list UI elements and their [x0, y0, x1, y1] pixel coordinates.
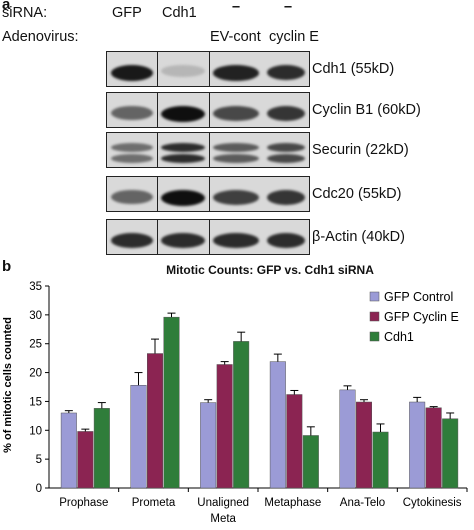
sirna-lane-4: – [284, 0, 293, 15]
bar-gfp-control [339, 389, 356, 489]
sirna-lane-3: – [232, 0, 241, 15]
x-tick-label: Unaligned Meta [197, 497, 249, 525]
y-tick-label: 35 [29, 281, 42, 293]
bar-cdh1 [163, 316, 180, 489]
protein-band [213, 105, 259, 121]
adenovirus-row-label: Adenovirus: [2, 29, 79, 45]
bar-gfp-control [60, 412, 77, 489]
legend-swatch [369, 331, 380, 342]
lane-divider [157, 220, 159, 254]
x-tick-label: Prophase [59, 497, 108, 509]
protein-band [111, 105, 153, 121]
panel-b-label: b [2, 258, 12, 275]
protein-band [267, 105, 305, 122]
lane-divider [209, 52, 211, 86]
bar-cdh1 [302, 435, 319, 489]
legend-swatch [369, 311, 380, 322]
sirna-lane-1: GFP [112, 5, 142, 21]
adenovirus-lane-3: EV-cont [210, 29, 261, 45]
y-tick-label: 15 [29, 396, 42, 408]
bar-gfp-cyclin-e [77, 431, 94, 489]
x-tick-label: Ana-Telo [340, 497, 385, 509]
legend-swatch [369, 291, 380, 302]
sirna-lane-2: Cdh1 [162, 5, 197, 21]
blot-strip [106, 51, 310, 87]
adenovirus-lane-4: cyclin E [269, 29, 319, 45]
bar-cdh1 [442, 418, 459, 489]
protein-band [161, 154, 205, 164]
legend-label: GFP Control [384, 290, 453, 304]
protein-band [161, 232, 205, 249]
y-tick-label: 20 [29, 368, 42, 380]
bar-gfp-cyclin-e [425, 407, 442, 489]
bar-gfp-control [269, 361, 286, 489]
lane-divider [157, 93, 159, 127]
bar-gfp-cyclin-e [147, 353, 163, 489]
y-axis-label: % of mitotic cells counted [2, 317, 14, 453]
bar-gfp-cyclin-e [286, 394, 303, 489]
lane-divider [209, 133, 211, 167]
y-tick-label: 0 [36, 483, 42, 495]
bar-gfp-cyclin-e [216, 364, 233, 489]
bar-gfp-control [409, 401, 426, 489]
protein-band [267, 189, 305, 206]
lane-divider [157, 133, 159, 167]
bar-cdh1 [372, 431, 389, 489]
blot-label: Securin (22kD) [312, 142, 409, 158]
protein-band [111, 142, 153, 152]
protein-band [213, 232, 259, 249]
protein-band [111, 189, 153, 205]
blot-strip [106, 132, 310, 168]
legend-label: Cdh1 [384, 330, 414, 344]
protein-band [161, 105, 205, 122]
lane-divider [157, 52, 159, 86]
protein-band [213, 154, 259, 164]
protein-band [267, 142, 305, 152]
bar-gfp-cyclin-e [356, 401, 372, 489]
blot-label: Cdh1 (55kD) [312, 61, 395, 77]
bar-cdh1 [93, 408, 110, 489]
blot-label: β-Actin (40kD) [312, 229, 405, 245]
x-tick-label: Cytokinesis [403, 497, 462, 509]
lane-divider [209, 177, 211, 211]
protein-band [161, 189, 205, 206]
x-tick-label: Metaphase [264, 497, 321, 509]
protein-band [111, 232, 153, 249]
protein-band [213, 189, 259, 205]
protein-band [213, 64, 259, 81]
chart-title: Mitotic Counts: GFP vs. Cdh1 siRNA [166, 263, 374, 277]
protein-band [267, 64, 305, 81]
bar-cdh1 [233, 341, 250, 489]
blot-strip [106, 176, 310, 212]
blot-strip [106, 92, 310, 128]
bar-gfp-control [130, 385, 147, 489]
blot-label: Cyclin B1 (60kD) [312, 102, 421, 118]
blot-label: Cdc20 (55kD) [312, 186, 402, 202]
lane-divider [209, 220, 211, 254]
lane-divider [157, 177, 159, 211]
legend-label: GFP Cyclin E [384, 310, 459, 324]
panel-a-label: a [2, 0, 11, 13]
protein-band [161, 64, 205, 78]
protein-band [267, 154, 305, 164]
y-tick-label: 30 [29, 310, 42, 322]
protein-band [161, 142, 205, 152]
sirna-row-label: siRNA: [2, 5, 48, 21]
y-tick-label: 5 [36, 454, 42, 466]
lane-divider [209, 93, 211, 127]
y-tick-label: 10 [29, 425, 42, 437]
bar-gfp-control [200, 402, 217, 489]
protein-band [111, 154, 153, 164]
x-tick-label: Prometa [132, 497, 176, 509]
protein-band [111, 64, 153, 81]
protein-band [267, 232, 305, 249]
protein-band [213, 142, 259, 152]
y-tick-label: 25 [29, 339, 42, 351]
blot-strip [106, 219, 310, 255]
